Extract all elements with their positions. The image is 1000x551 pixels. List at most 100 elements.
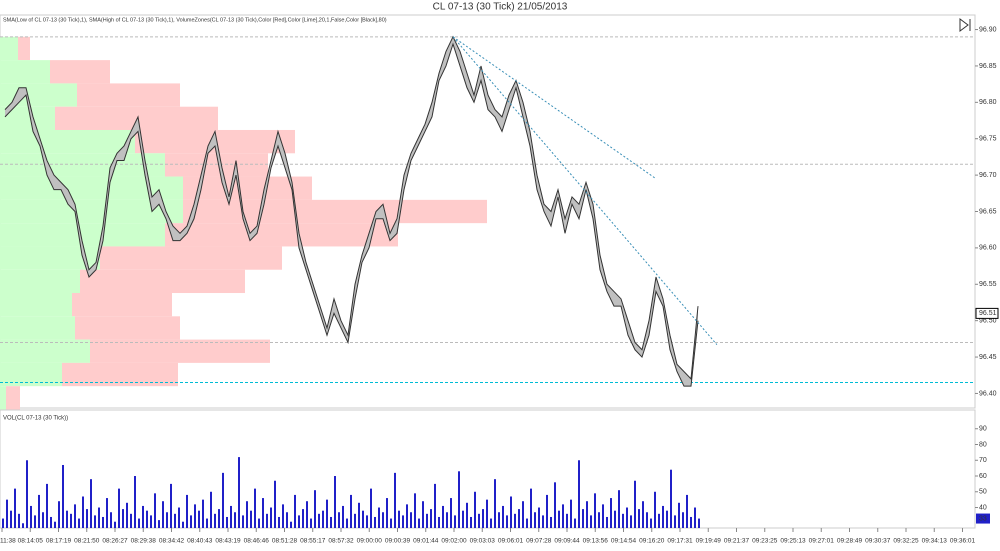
buy-zone: [0, 106, 55, 130]
volume-bar: [162, 501, 164, 528]
volume-bar: [386, 498, 388, 528]
volume-bar: [554, 482, 556, 528]
volume-bar: [530, 488, 532, 528]
x-tick-label: 09:03:03: [470, 538, 496, 545]
volume-title: VOL(CL 07-13 (30 Tick)): [3, 416, 68, 422]
x-tick-label: 09:16:20: [639, 538, 665, 545]
vol-y-tick-label: 70: [979, 457, 987, 464]
volume-bar: [478, 513, 480, 528]
x-tick-label: 08:26:27: [102, 538, 128, 545]
buy-zone: [0, 269, 80, 294]
volume-bar: [66, 510, 68, 528]
x-tick-label: 09:13:56: [583, 538, 609, 545]
volume-bar: [558, 510, 560, 528]
volume-bar: [438, 516, 440, 528]
volume-bar: [378, 507, 380, 528]
volume-bar: [126, 502, 128, 528]
volume-bar: [270, 507, 272, 528]
x-tick-label: 08:57:32: [328, 538, 354, 545]
volume-bar: [330, 516, 332, 528]
volume-bar: [6, 499, 8, 528]
volume-bar: [150, 515, 152, 528]
x-tick-label: 08:17:19: [46, 538, 72, 545]
volume-bar: [606, 516, 608, 528]
vol-y-tick-label: 60: [979, 473, 987, 480]
x-tick-label: 09:36:01: [950, 538, 976, 545]
volume-bar: [570, 499, 572, 528]
y-tick-label: 96.40: [979, 390, 997, 397]
volume-bar: [362, 510, 364, 528]
volume-bar: [122, 509, 124, 528]
volume-bar: [502, 505, 504, 528]
volume-bar: [2, 518, 4, 528]
volume-bar: [682, 512, 684, 528]
volume-bar: [398, 510, 400, 528]
y-tick-label: 96.50: [979, 318, 997, 325]
volume-bar: [622, 513, 624, 528]
volume-bar: [434, 483, 436, 528]
volume-bar: [182, 521, 184, 528]
volume-bar: [318, 513, 320, 528]
sell-zone: [62, 362, 178, 387]
volume-bar: [466, 502, 468, 528]
volume-bar: [374, 516, 376, 528]
volume-bar: [510, 496, 512, 528]
volume-bar: [346, 518, 348, 528]
volume-bar: [526, 518, 528, 528]
volume-bar: [166, 512, 168, 528]
last-volume-box: [976, 513, 990, 524]
button-area[interactable]: [958, 18, 972, 32]
x-tick-label: 09:28:49: [837, 538, 863, 545]
volume-bar: [410, 512, 412, 528]
buy-zone: [0, 223, 165, 247]
sell-zone: [80, 269, 245, 294]
volume-bar: [250, 510, 252, 528]
sell-zone: [55, 106, 218, 130]
volume-bar: [514, 513, 516, 528]
volume-bar: [190, 515, 192, 528]
volume-bar: [94, 515, 96, 528]
buy-zone: [0, 199, 183, 224]
volume-bar: [338, 512, 340, 528]
x-tick-label: 09:23:25: [752, 538, 778, 545]
volume-bar: [546, 494, 548, 528]
volume-bar: [202, 499, 204, 528]
y-tick-label: 96.65: [979, 208, 997, 215]
volume-bar: [390, 518, 392, 528]
x-tick-label: 08:21:50: [74, 538, 100, 545]
axes: 96.40 96.45 96.50 96.55 96.60 96.65 96.70 96.75…: [0, 26, 999, 545]
y-tick-label: 96.85: [979, 63, 997, 70]
sell-zone: [77, 83, 180, 107]
volume-bar: [594, 493, 596, 528]
volume-bar: [230, 505, 232, 528]
volume-bar: [158, 520, 160, 528]
last-volume-label: 33: [979, 515, 987, 522]
volume-bar: [74, 504, 76, 528]
volume-bar: [670, 469, 672, 528]
volume-bar: [18, 513, 20, 528]
x-tick-label: 08:55:17: [300, 538, 326, 545]
y-tick-label: 96.55: [979, 281, 997, 288]
volume-bar: [462, 510, 464, 528]
volume-bar: [666, 510, 668, 528]
price-line: [4, 42, 699, 387]
buy-zone: [0, 316, 75, 340]
volume-bar: [578, 460, 580, 528]
volume-bar: [690, 516, 692, 528]
volume-bars: [2, 457, 700, 528]
volume-bar: [562, 504, 564, 528]
buy-zone: [0, 153, 165, 177]
volume-bar: [542, 515, 544, 528]
volume-bar: [626, 507, 628, 528]
trend-line: [452, 36, 657, 180]
scroll-end-button[interactable]: [958, 18, 972, 32]
volume-bar: [198, 510, 200, 528]
y-tick-label: 96.60: [979, 245, 997, 252]
volume-bar: [694, 507, 696, 528]
x-tick-label: 09:30:37: [865, 538, 891, 545]
volume-bar: [206, 518, 208, 528]
x-tick-label: 09:14:54: [611, 538, 637, 545]
x-tick-label: 09:25:13: [780, 538, 806, 545]
y-tick-label: 96.70: [979, 172, 997, 179]
